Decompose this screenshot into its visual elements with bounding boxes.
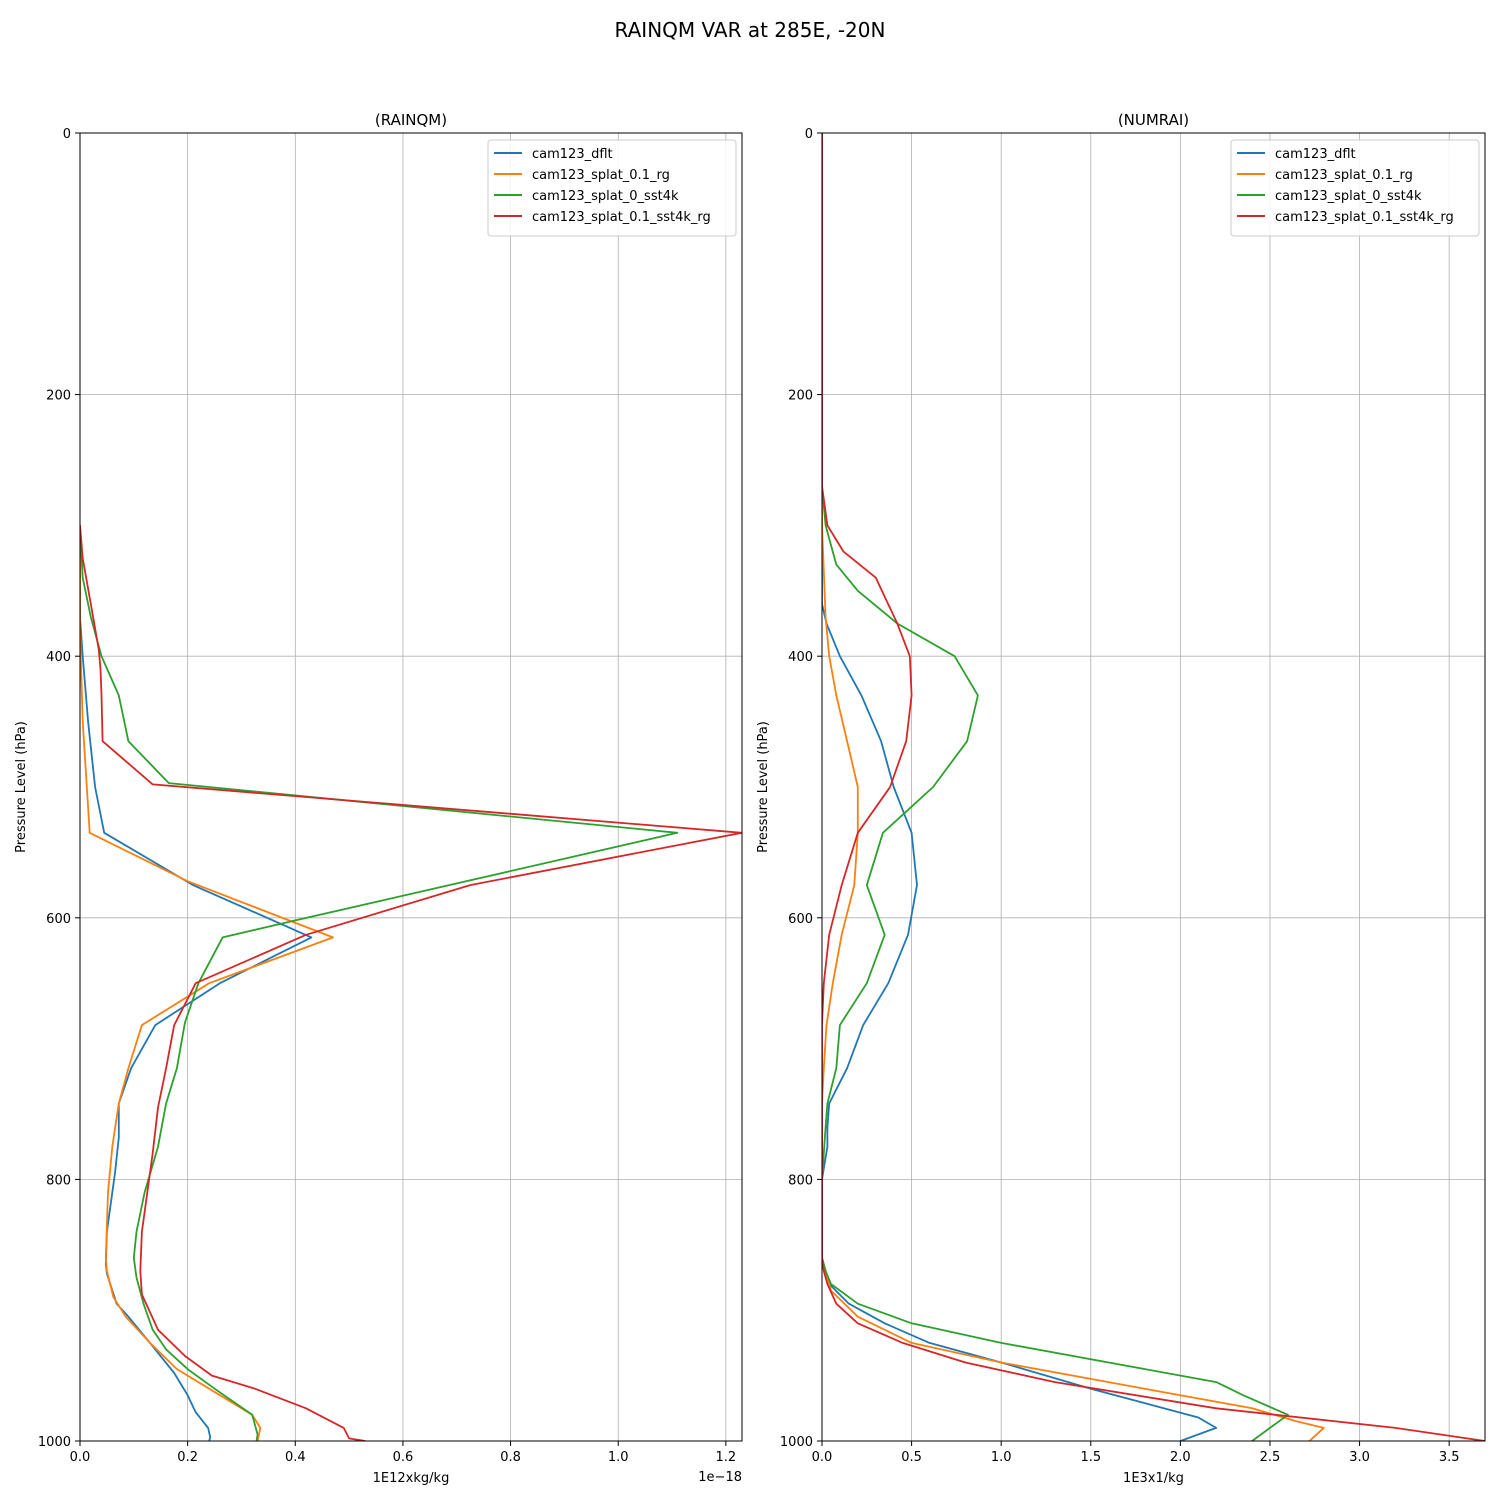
legend: cam123_dflt cam123_splat_0.1_rg cam123_spl… (1230, 139, 1480, 237)
y-tick-label: 200 (46, 389, 71, 404)
x-tick-label: 0.0 (70, 1450, 91, 1465)
y-tick-label: 0 (805, 127, 813, 142)
series-line-3 (80, 525, 679, 1441)
series-line-1 (80, 525, 313, 1441)
x-offset-text: 1e−18 (698, 1470, 742, 1485)
legend-label: cam123_splat_0.1_sst4k_rg (532, 210, 711, 225)
legend-label: cam123_splat_0_sst4k (532, 189, 679, 204)
legend-label: cam123_splat_0.1_rg (1275, 168, 1413, 183)
legend-label: cam123_splat_0_sst4k (1275, 189, 1422, 204)
x-tick-label: 0.0 (812, 1450, 833, 1465)
legend: cam123_dflt cam123_splat_0.1_rg cam123_spl… (487, 139, 737, 237)
axes-frame (821, 132, 1486, 1442)
y-axis-label: Pressure Level (hPa) (14, 721, 29, 853)
series-line-4 (822, 133, 1485, 1441)
y-tick-label: 800 (788, 1173, 813, 1188)
series-line-2 (80, 525, 334, 1441)
legend-box (1230, 139, 1480, 237)
y-tick-label: 400 (46, 650, 71, 665)
x-tick-label: 0.8 (500, 1450, 521, 1465)
subplot-title: (NUMRAI) (1118, 111, 1189, 129)
x-tick-label: 3.0 (1349, 1450, 1370, 1465)
x-tick-label: 0.4 (285, 1450, 306, 1465)
axes-frame (79, 132, 743, 1442)
x-axis-label: 1E3x1/kg (1123, 1471, 1184, 1486)
series-line-2 (822, 133, 1325, 1441)
x-tick-label: 0.2 (177, 1450, 198, 1465)
x-tick-label: 1.0 (608, 1450, 629, 1465)
y-tick-label: 400 (788, 650, 813, 665)
x-tick-label: 1.5 (1080, 1450, 1101, 1465)
y-tick-label: 0 (63, 127, 71, 142)
x-tick-label: 3.5 (1439, 1450, 1460, 1465)
series-line-1 (822, 133, 1218, 1441)
x-axis-label: 1E12xkg/kg (373, 1471, 450, 1486)
rainqm-plot: 0.0 0.2 0.4 0.6 0.8 1.0 1.2 0 200 400 600 800 1000 (R… (14, 111, 743, 1486)
x-tick-label: 2.0 (1170, 1450, 1191, 1465)
y-tick-label: 600 (46, 912, 71, 927)
y-tick-label: 1000 (38, 1435, 71, 1450)
y-tick-label: 1000 (780, 1435, 813, 1450)
subplot-title: (RAINQM) (375, 111, 447, 129)
x-tick-label: 0.6 (393, 1450, 414, 1465)
legend-box (487, 139, 737, 237)
x-tick-label: 2.5 (1260, 1450, 1281, 1465)
series-line-4 (80, 525, 742, 1441)
legend-label: cam123_splat_0.1_rg (532, 168, 670, 183)
series-line-3 (822, 133, 1289, 1441)
numrai-plot: 0.0 0.5 1.0 1.5 2.0 2.5 3.0 3.5 0 200 400 600 800 100… (756, 111, 1486, 1486)
x-tick-label: 1.2 (716, 1450, 737, 1465)
y-tick-label: 800 (46, 1173, 71, 1188)
legend-label: cam123_splat_0.1_sst4k_rg (1275, 210, 1454, 225)
legend-label: cam123_dflt (532, 147, 613, 162)
x-tick-label: 0.5 (901, 1450, 922, 1465)
y-tick-label: 200 (788, 389, 813, 404)
figure-title: RAINQM VAR at 285E, -20N (615, 18, 886, 42)
legend-label: cam123_dflt (1275, 147, 1356, 162)
y-axis-label: Pressure Level (hPa) (756, 721, 771, 853)
x-tick-label: 1.0 (991, 1450, 1012, 1465)
y-tick-label: 600 (788, 912, 813, 927)
